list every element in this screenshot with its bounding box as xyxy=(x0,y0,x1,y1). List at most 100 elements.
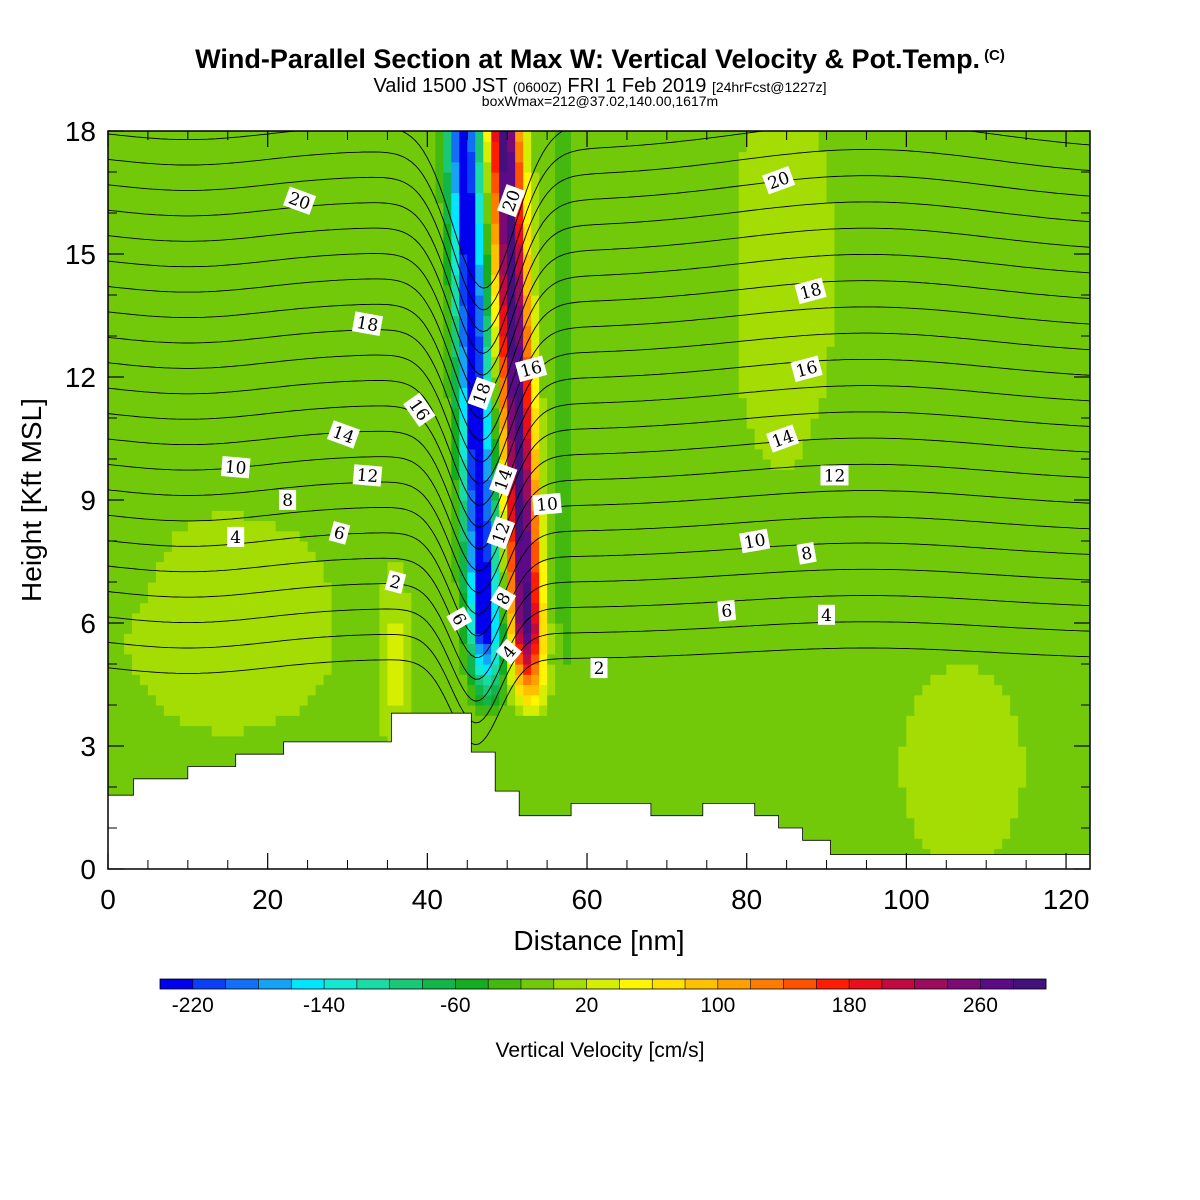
velocity-cell xyxy=(371,602,381,614)
velocity-cell xyxy=(834,592,844,604)
velocity-cell xyxy=(387,448,397,460)
velocity-cell xyxy=(179,500,189,511)
velocity-cell xyxy=(674,705,684,716)
velocity-cell xyxy=(595,725,604,737)
velocity-cell xyxy=(770,469,780,481)
velocity-cell xyxy=(227,705,237,716)
velocity-cell xyxy=(1050,592,1059,604)
velocity-cell xyxy=(882,807,892,819)
velocity-cell xyxy=(650,756,660,768)
velocity-cell xyxy=(682,592,692,604)
velocity-cell xyxy=(922,479,931,491)
velocity-cell xyxy=(882,520,892,532)
velocity-cell xyxy=(970,479,979,491)
velocity-cell xyxy=(1074,776,1083,788)
velocity-cell xyxy=(267,571,277,583)
velocity-cell xyxy=(682,582,692,593)
velocity-cell xyxy=(211,500,221,511)
velocity-cell xyxy=(610,664,620,675)
velocity-cell xyxy=(139,725,149,737)
velocity-cell xyxy=(722,643,732,655)
velocity-cell xyxy=(1082,746,1090,757)
velocity-cell xyxy=(650,725,660,737)
velocity-cell xyxy=(610,633,620,645)
velocity-cell xyxy=(730,694,740,706)
velocity-cell xyxy=(770,756,780,768)
velocity-cell xyxy=(602,797,612,809)
velocity-cell xyxy=(307,448,317,460)
velocity-cell xyxy=(283,541,293,552)
velocity-cell xyxy=(243,510,253,522)
velocity-cell xyxy=(994,541,1003,552)
velocity-cell xyxy=(171,756,181,768)
velocity-cell xyxy=(299,735,309,747)
velocity-cell xyxy=(587,489,596,501)
velocity-cell xyxy=(123,602,133,614)
velocity-cell xyxy=(131,571,141,583)
velocity-cell xyxy=(483,530,492,542)
velocity-cell xyxy=(539,448,548,460)
velocity-cell xyxy=(866,520,876,532)
velocity-cell xyxy=(890,479,899,491)
velocity-cell xyxy=(658,469,668,481)
velocity-cell xyxy=(1042,766,1051,778)
velocity-cell xyxy=(315,602,325,614)
velocity-cell xyxy=(523,592,532,604)
velocity-cell xyxy=(131,643,141,655)
velocity-cell xyxy=(459,705,468,716)
velocity-cell xyxy=(602,633,612,645)
velocity-cell xyxy=(618,489,628,501)
velocity-cell xyxy=(890,592,899,604)
velocity-cell xyxy=(642,489,652,501)
velocity-cell xyxy=(994,756,1003,768)
velocity-cell xyxy=(690,664,700,675)
velocity-cell xyxy=(970,848,979,860)
velocity-cell xyxy=(730,561,740,573)
velocity-cell xyxy=(850,510,860,522)
velocity-cell xyxy=(531,674,540,686)
velocity-cell xyxy=(1082,684,1090,696)
velocity-cell xyxy=(866,787,876,798)
velocity-cell xyxy=(179,592,189,604)
velocity-cell xyxy=(802,582,812,593)
velocity-cell xyxy=(275,633,285,645)
velocity-cell xyxy=(283,612,293,624)
velocity-cell xyxy=(882,705,892,716)
velocity-cell xyxy=(922,664,931,675)
velocity-cell xyxy=(882,623,892,634)
velocity-cell xyxy=(986,807,995,819)
velocity-cell xyxy=(1010,828,1019,839)
velocity-cell xyxy=(1034,674,1043,686)
velocity-cell xyxy=(195,735,205,747)
velocity-cell xyxy=(722,541,732,552)
velocity-cell xyxy=(1042,582,1051,593)
velocity-cell xyxy=(954,489,963,501)
velocity-cell xyxy=(1010,684,1019,696)
velocity-cell xyxy=(866,725,876,737)
velocity-cell xyxy=(435,653,444,665)
velocity-cell xyxy=(483,653,492,665)
velocity-cell xyxy=(810,510,820,522)
velocity-cell xyxy=(938,653,947,665)
velocity-cell xyxy=(706,479,716,491)
velocity-cell xyxy=(810,653,820,665)
velocity-cell xyxy=(930,633,939,645)
velocity-cell xyxy=(810,479,820,491)
velocity-cell xyxy=(698,469,708,481)
velocity-cell xyxy=(507,448,516,460)
velocity-cell xyxy=(1066,653,1075,665)
velocity-cell xyxy=(778,489,788,501)
velocity-cell xyxy=(515,541,524,552)
velocity-cell xyxy=(802,459,812,470)
velocity-cell xyxy=(219,448,229,460)
velocity-cell xyxy=(411,551,420,563)
velocity-cell xyxy=(259,715,269,727)
velocity-cell xyxy=(403,561,412,573)
velocity-cell xyxy=(371,489,381,501)
velocity-cell xyxy=(387,530,397,542)
velocity-cell xyxy=(195,469,205,481)
velocity-cell xyxy=(547,807,556,819)
velocity-cell xyxy=(850,705,860,716)
velocity-cell xyxy=(131,705,141,716)
velocity-cell xyxy=(914,807,923,819)
